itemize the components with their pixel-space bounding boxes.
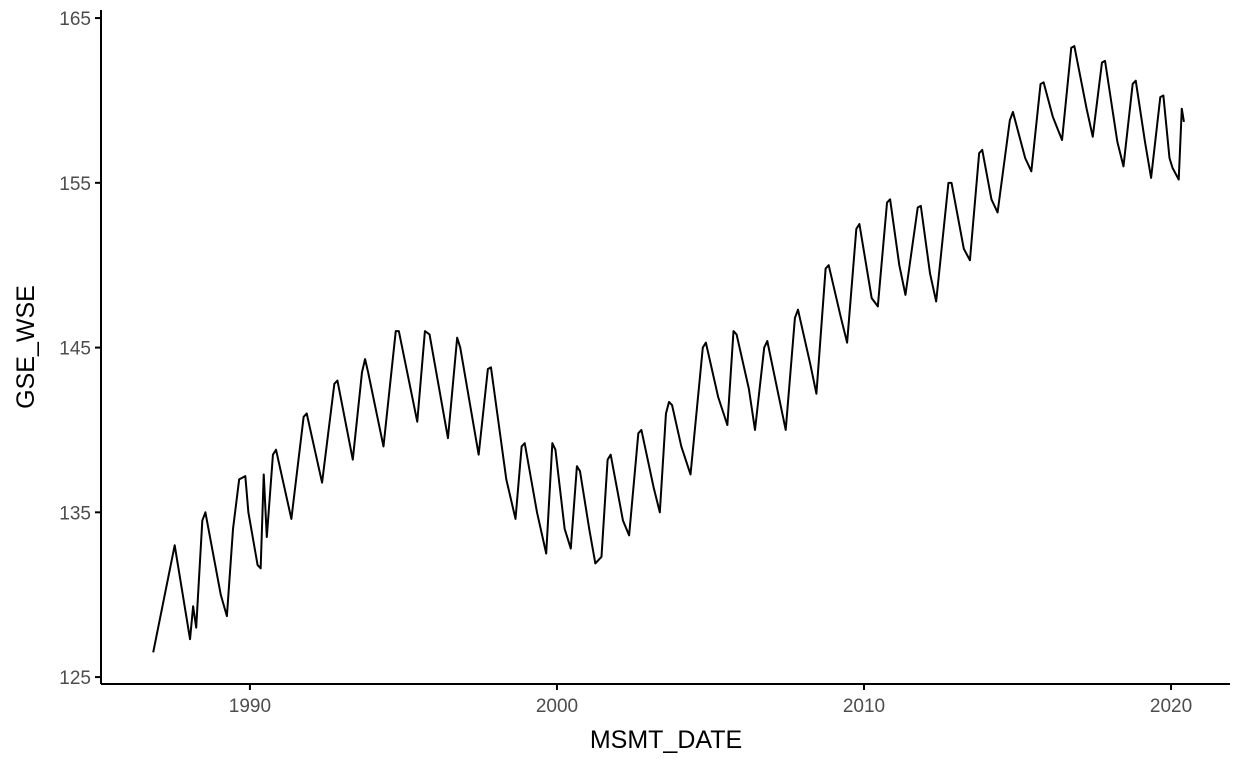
x-axis-title: MSMT_DATE [590, 726, 742, 754]
x-tick-label: 2010 [843, 696, 885, 717]
y-tick-label: 145 [59, 339, 91, 360]
y-tick-label: 135 [59, 503, 91, 524]
y-tick-label: 155 [59, 174, 91, 195]
y-tick-label: 165 [59, 9, 91, 30]
y-tick-label: 125 [59, 668, 91, 689]
x-tick-label: 2000 [536, 696, 578, 717]
y-axis-title: GSE_WSE [12, 285, 40, 409]
x-tick-label: 2020 [1150, 696, 1192, 717]
data-line [152, 45, 1185, 653]
x-tick-label: 1990 [229, 696, 271, 717]
